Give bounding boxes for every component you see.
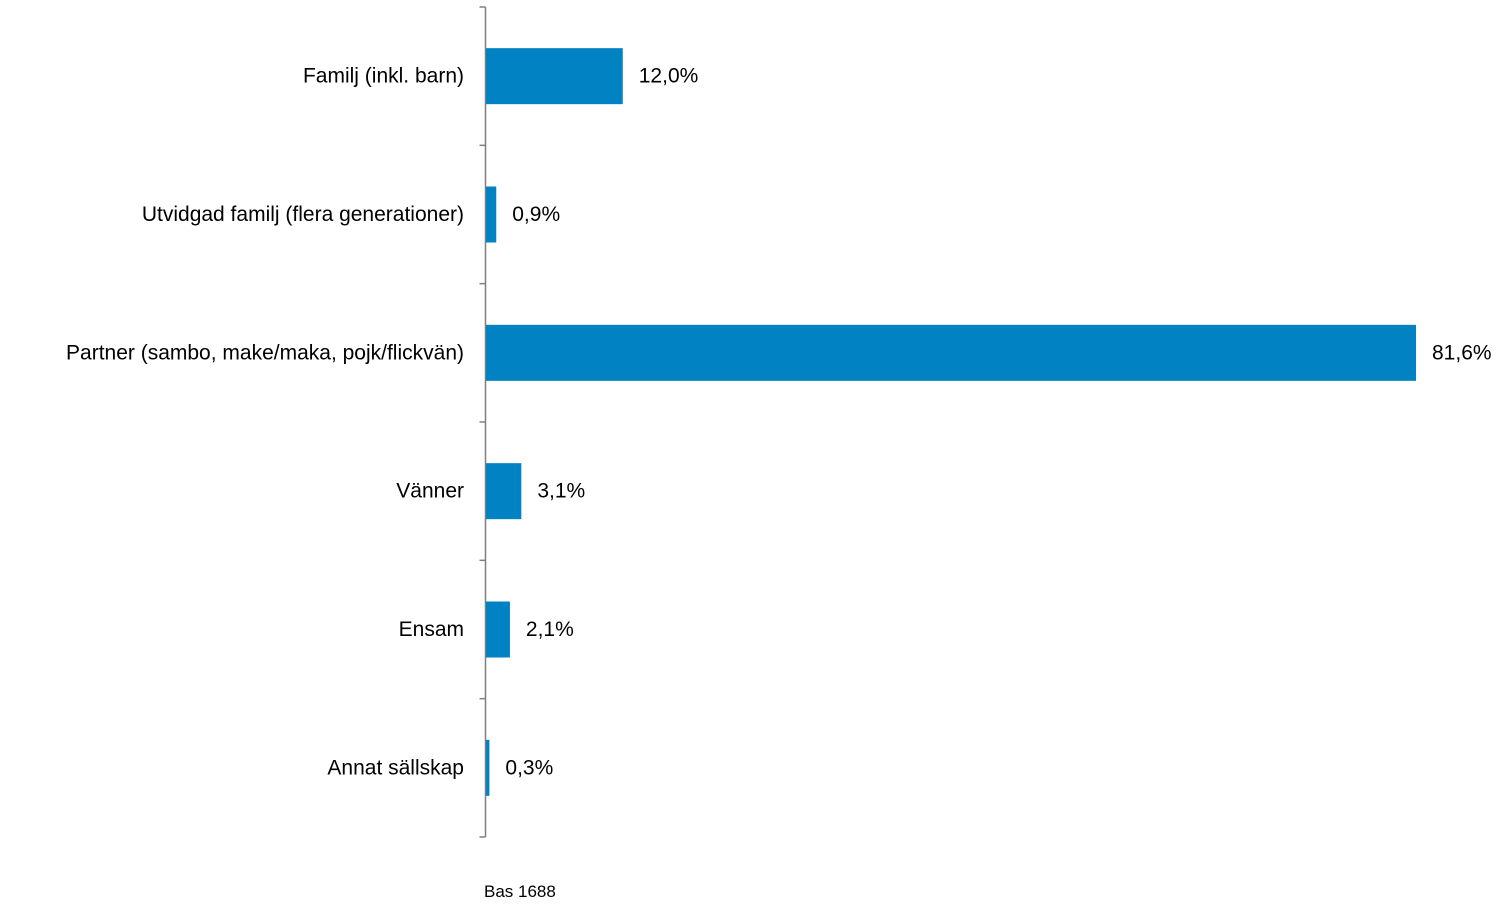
value-label: 0,9%: [512, 203, 560, 226]
value-label: 12,0%: [639, 65, 699, 88]
category-labels: Familj (inkl. barn) Utvidgad familj (fler…: [66, 65, 464, 780]
category-label: Familj (inkl. barn): [303, 65, 464, 88]
value-label: 2,1%: [526, 618, 574, 641]
value-label: 3,1%: [537, 480, 585, 503]
bar: [486, 463, 522, 520]
category-label: Utvidgad familj (flera generationer): [142, 203, 464, 226]
bar: [486, 186, 497, 243]
axis-layer: [479, 6, 487, 838]
category-label: Vänner: [396, 480, 464, 503]
bars-layer: [486, 48, 1416, 796]
value-labels: 12,0% 0,9% 81,6% 3,1% 2,1% 0,3%: [505, 65, 1491, 780]
category-label: Annat sällskap: [327, 756, 464, 779]
category-label: Ensam: [399, 618, 464, 641]
value-label: 81,6%: [1432, 341, 1492, 364]
base-footnote: Bas 1688: [484, 882, 556, 901]
bar: [486, 324, 1416, 381]
category-label: Partner (sambo, make/maka, pojk/flickvän…: [66, 341, 464, 364]
bar: [486, 601, 510, 658]
value-label: 0,3%: [505, 756, 553, 779]
bar: [486, 48, 623, 105]
bar: [486, 739, 490, 796]
